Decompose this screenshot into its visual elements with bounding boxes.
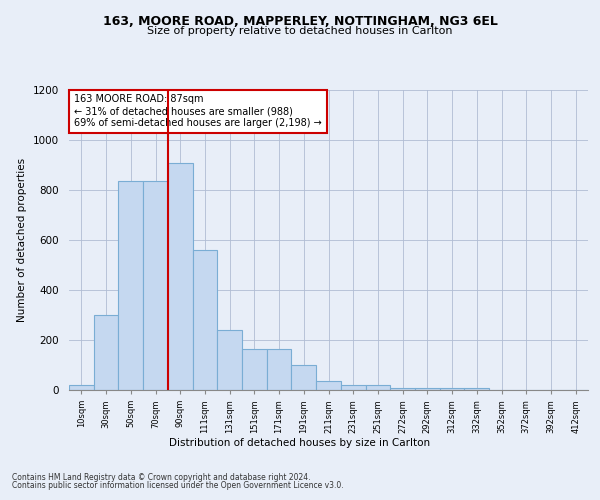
Bar [168,162,193,390]
Text: 163, MOORE ROAD, MAPPERLEY, NOTTINGHAM, NG3 6EL: 163, MOORE ROAD, MAPPERLEY, NOTTINGHAM, … [103,15,497,28]
Bar [143,181,168,390]
Bar [415,388,440,390]
Bar [341,384,365,390]
Bar [193,250,217,390]
Bar [242,349,267,390]
Bar [69,385,94,390]
Text: Contains HM Land Registry data © Crown copyright and database right 2024.: Contains HM Land Registry data © Crown c… [12,472,311,482]
Bar [292,365,316,390]
Bar [316,381,341,390]
Bar [118,181,143,390]
Bar [217,330,242,390]
Text: Distribution of detached houses by size in Carlton: Distribution of detached houses by size … [169,438,431,448]
Text: Size of property relative to detached houses in Carlton: Size of property relative to detached ho… [147,26,453,36]
Bar [390,388,415,390]
Bar [464,388,489,390]
Y-axis label: Number of detached properties: Number of detached properties [17,158,28,322]
Text: 163 MOORE ROAD: 87sqm
← 31% of detached houses are smaller (988)
69% of semi-det: 163 MOORE ROAD: 87sqm ← 31% of detached … [74,94,322,128]
Bar [267,349,292,390]
Text: Contains public sector information licensed under the Open Government Licence v3: Contains public sector information licen… [12,481,344,490]
Bar [365,385,390,390]
Bar [440,388,464,390]
Bar [94,315,118,390]
